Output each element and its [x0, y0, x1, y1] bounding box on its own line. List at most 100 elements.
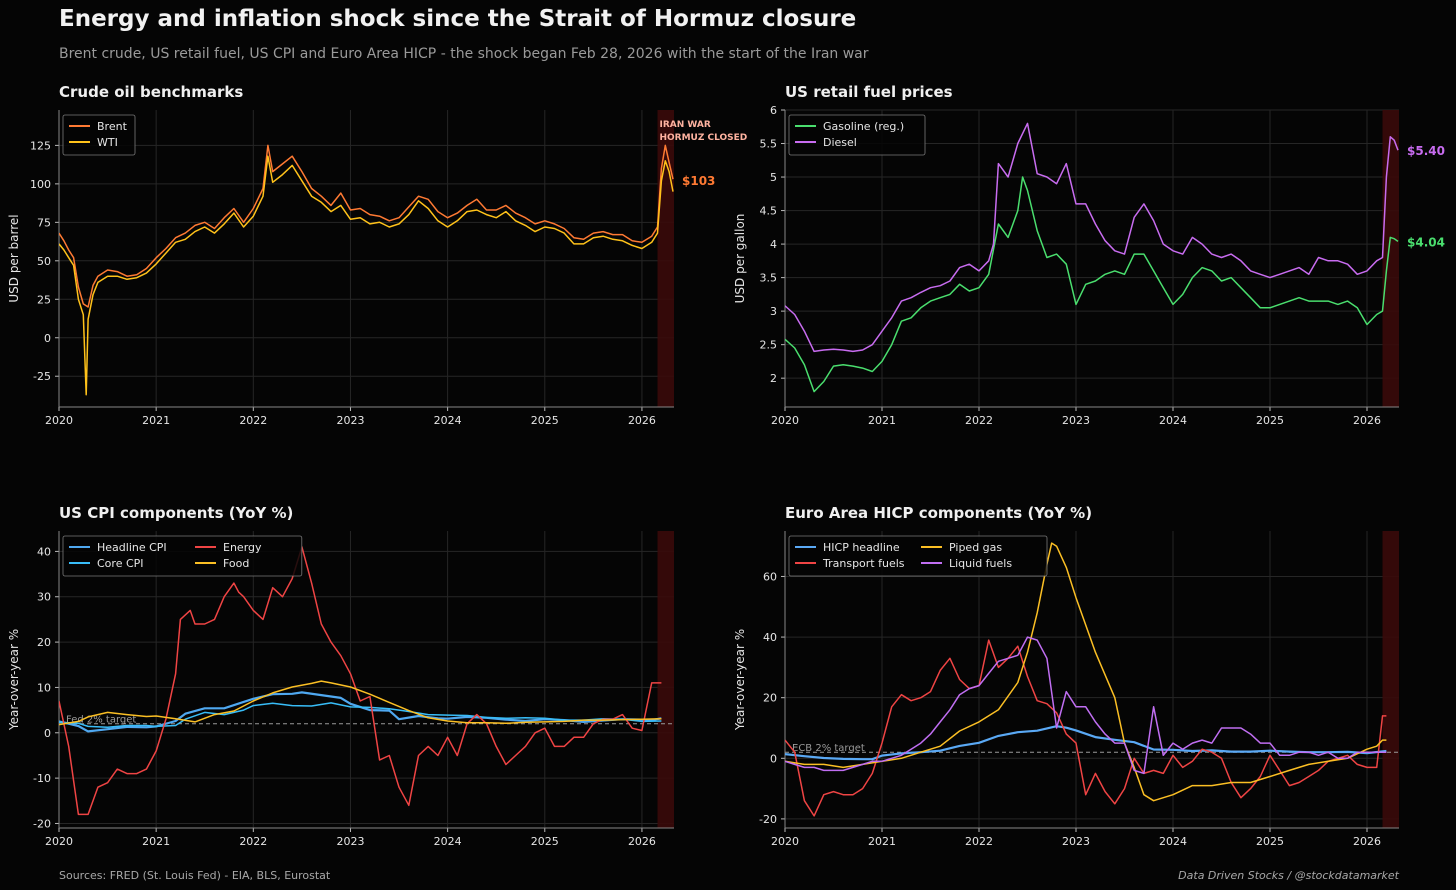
legend-label: Headline CPI: [97, 541, 167, 554]
xtick-label: 2025: [531, 414, 559, 427]
ytick-label: 10: [37, 681, 51, 694]
brentline: [59, 144, 674, 308]
legend: Headline CPI Core CPI Energy Food: [62, 535, 303, 577]
legend-label: WTI: [97, 136, 118, 149]
ytick-label: 4.5: [760, 205, 778, 218]
shock-band: [657, 110, 674, 407]
xtick-label: 2025: [1256, 414, 1284, 427]
legend-label: Core CPI: [97, 557, 144, 570]
ytick-label: 3: [770, 305, 777, 318]
hicp-chart: -20 0 20 40 60 2020 2021 2022 2023 2024 2025 2026 Ye…: [733, 531, 1399, 848]
ytick-label: 0: [770, 752, 777, 765]
xtick-label: 2025: [531, 835, 559, 848]
legend-box: [788, 114, 926, 156]
target-label: ECB 2% target: [792, 743, 865, 754]
legend: HICP headline Transport fuels Piped gas Liq…: [788, 535, 1048, 577]
ytick-label: 0: [44, 332, 51, 345]
xtick-label: 2023: [336, 835, 364, 848]
xtick-label: 2021: [868, 414, 896, 427]
y-axis-label: Year-over-year %: [733, 629, 747, 731]
ytick-label: 6: [770, 104, 777, 117]
end-value-label: $103: [682, 174, 715, 188]
ytick-label: 5.5: [760, 138, 778, 151]
xtick-label: 2026: [628, 835, 656, 848]
xtick-label: 2024: [1159, 835, 1187, 848]
legend-box: [62, 535, 303, 577]
shock-band: [657, 531, 674, 828]
xtick-label: 2025: [1256, 835, 1284, 848]
ytick-label: 40: [763, 631, 777, 644]
legend-label: Gasoline (reg.): [823, 120, 904, 133]
fuel-chart: 2 2.5 3 3.5 4 4.5 5 5.5 6 2020 2021 2022 2023 2024 202…: [733, 104, 1445, 427]
y-axis-label: Year-over-year %: [7, 629, 21, 731]
xtick-label: 2024: [434, 414, 462, 427]
legend-label: Diesel: [823, 136, 857, 149]
shock-annotation: HORMUZ CLOSED: [659, 133, 747, 143]
shock-annotation: IRAN WAR: [659, 120, 710, 130]
ytick-label: -20: [759, 813, 777, 826]
xtick-label: 2022: [965, 414, 993, 427]
shock-band: [1382, 110, 1399, 407]
legend-box: [788, 535, 1048, 577]
end-value-label: $5.40: [1407, 144, 1445, 158]
ytick-label: -25: [33, 370, 51, 383]
ytick-label: 20: [37, 636, 51, 649]
legend-label: Food: [223, 557, 249, 570]
ytick-label: 2: [770, 372, 777, 385]
xtick-label: 2023: [1062, 414, 1090, 427]
y-axis-label: USD per gallon: [733, 214, 747, 304]
ytick-label: 50: [37, 255, 51, 268]
legend-label: Energy: [223, 541, 262, 554]
piped-gasline: [785, 542, 1387, 802]
fuel-chart-title: US retail fuel prices: [785, 83, 953, 101]
hicp-chart-title: Euro Area HICP components (YoY %): [785, 504, 1093, 522]
xtick-label: 2026: [628, 414, 656, 427]
wtiline: [59, 155, 674, 396]
xtick-label: 2024: [1159, 414, 1187, 427]
ytick-label: 3.5: [760, 272, 778, 285]
ytick-label: 2.5: [760, 339, 778, 352]
xtick-label: 2022: [239, 835, 267, 848]
xtick-label: 2026: [1353, 414, 1381, 427]
credit-note: Data Driven Stocks / @stockdatamarket: [1178, 869, 1399, 882]
legend-label: Piped gas: [949, 541, 1002, 554]
ytick-label: 125: [30, 139, 51, 152]
ytick-label: 0: [44, 727, 51, 740]
page-title: Energy and inflation shock since the Str…: [59, 6, 857, 32]
legend: Brent WTI: [62, 114, 136, 156]
hicp-headlineline: [785, 725, 1387, 761]
energyline: [59, 546, 662, 816]
ytick-label: -20: [33, 817, 51, 830]
ytick-label: 4: [770, 238, 777, 251]
ytick-label: -10: [33, 772, 51, 785]
xtick-label: 2022: [239, 414, 267, 427]
xtick-label: 2020: [771, 835, 799, 848]
ytick-label: 25: [37, 293, 51, 306]
sources-note: Sources: FRED (St. Louis Fed) - EIA, BLS…: [59, 869, 331, 882]
xtick-label: 2021: [142, 835, 170, 848]
xtick-label: 2020: [771, 414, 799, 427]
ytick-label: 75: [37, 216, 51, 229]
xtick-label: 2024: [434, 835, 462, 848]
end-value-label: $4.04: [1407, 235, 1445, 249]
legend-label: HICP headline: [823, 541, 900, 554]
liquid-fuelsline: [785, 636, 1387, 775]
xtick-label: 2026: [1353, 835, 1381, 848]
target-label: Fed 2% target: [66, 715, 136, 726]
legend-label: Liquid fuels: [949, 557, 1012, 570]
legend: Gasoline (reg.) Diesel: [788, 114, 926, 156]
legend-label: Brent: [97, 120, 128, 133]
shock-band: [1382, 531, 1399, 828]
transport-fuelsline: [785, 639, 1387, 817]
ytick-label: 5: [770, 171, 777, 184]
cpi-chart-title: US CPI components (YoY %): [59, 504, 294, 522]
core-cpiline: [59, 702, 662, 729]
gasoline-reg-line: [785, 176, 1399, 393]
legend-label: Transport fuels: [822, 557, 905, 570]
xtick-label: 2020: [45, 835, 73, 848]
ytick-label: 60: [763, 570, 777, 583]
foodline: [59, 680, 662, 726]
cpi-chart: -20 -10 0 10 20 30 40 2020 2021 2022 2023 2024 2025 2…: [7, 531, 674, 848]
dieselline: [785, 122, 1399, 353]
